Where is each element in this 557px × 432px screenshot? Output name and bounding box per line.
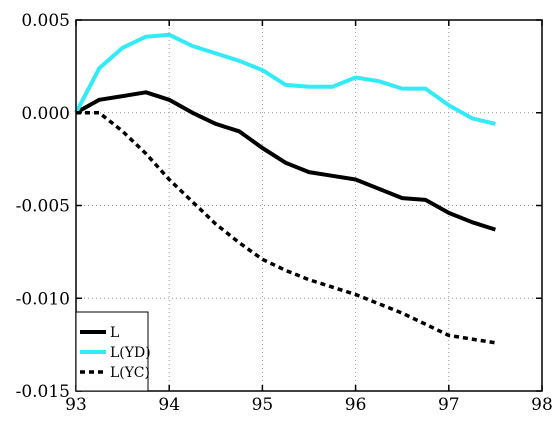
x-tick-label: 96 xyxy=(345,395,367,415)
series-line-1 xyxy=(74,32,496,126)
y-tick-label: -0.010 xyxy=(16,289,70,309)
y-tick-label: 0.005 xyxy=(21,11,70,31)
x-tick-label: 95 xyxy=(252,395,274,415)
legend: L L(YD) L(YC) xyxy=(75,311,151,392)
legend-label-2: L(YC) xyxy=(110,365,150,381)
y-tick-label: -0.015 xyxy=(16,382,70,402)
legend-label-1: L(YD) xyxy=(110,345,151,361)
series-lines xyxy=(74,32,497,345)
series-line-2 xyxy=(76,111,496,345)
x-tick-label: 94 xyxy=(158,395,180,415)
y-tick-label: 0.000 xyxy=(21,104,70,124)
legend-label-0: L xyxy=(110,325,119,341)
y-tick-label: -0.005 xyxy=(16,197,70,217)
x-tick-label: 98 xyxy=(531,395,553,415)
x-tick-label: 97 xyxy=(438,395,460,415)
x-tick-label: 93 xyxy=(65,395,87,415)
axis-ticks: 93 94 95 96 97 98 -0.015 -0.010 -0.005 0.000 0.005 xyxy=(16,11,553,415)
series-line-0 xyxy=(75,90,497,232)
